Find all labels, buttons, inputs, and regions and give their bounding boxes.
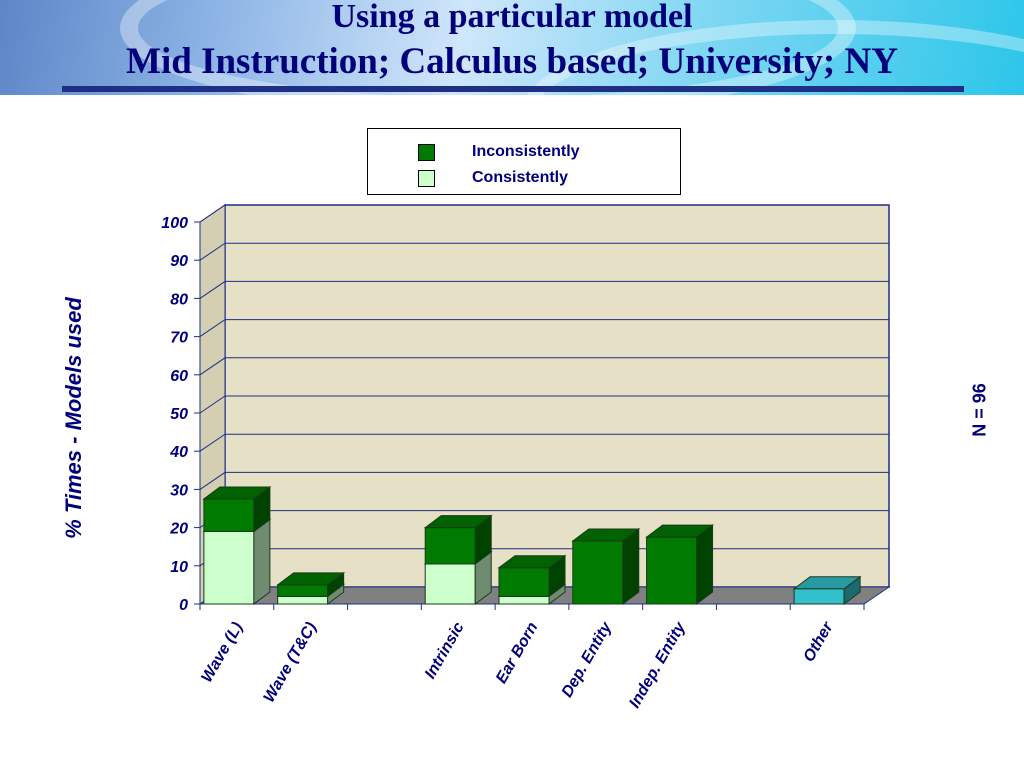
y-tick-label: 60 xyxy=(170,368,188,385)
bar-consistently-front xyxy=(277,595,329,605)
bar-other xyxy=(792,575,862,605)
bar-inconsistently-front xyxy=(203,498,255,532)
bar-inconsistently-top xyxy=(423,515,493,529)
legend-item-consistently: Consistently xyxy=(418,168,568,188)
y-tick-label: 40 xyxy=(169,444,188,461)
gridline xyxy=(199,357,889,376)
x-category-label: Wave (T&C) xyxy=(261,620,320,706)
bar-other-top xyxy=(792,576,862,590)
x-category-label: Intrinsic xyxy=(422,619,468,681)
x-category-label: Dep. Entity xyxy=(559,619,616,701)
y-tick-label: 10 xyxy=(170,559,188,576)
legend-swatch-consistently xyxy=(418,169,435,187)
y-tick-label: 30 xyxy=(170,482,188,499)
legend-label-inconsistently: Inconsistently xyxy=(472,143,580,160)
legend-label-consistently: Consistently xyxy=(472,169,569,186)
y-tick-label: 70 xyxy=(170,330,188,347)
bar-inconsistently xyxy=(423,514,493,565)
bar-inconsistently-top xyxy=(497,555,567,569)
slide-title-line1: Using a particular model xyxy=(331,0,693,35)
bar-inconsistently-side xyxy=(696,524,714,605)
bar-consistently-front xyxy=(498,595,550,605)
gridline xyxy=(199,204,889,223)
bar-inconsistently-front xyxy=(277,584,329,597)
title-underline xyxy=(62,86,964,92)
bar-inconsistently-side xyxy=(622,527,640,605)
gridline xyxy=(199,433,889,452)
x-category-label: Indep. Entity xyxy=(626,619,689,712)
legend-item-inconsistently: Inconsistently xyxy=(418,142,580,162)
bar-other-front xyxy=(793,588,845,605)
bar-consistently xyxy=(202,518,272,605)
bar-inconsistently-front xyxy=(572,540,624,605)
bar-consistently-front xyxy=(203,530,255,605)
slide-title-line2: Mid Instruction; Calculus based; Univers… xyxy=(126,41,898,82)
y-tick-label: 100 xyxy=(161,215,188,232)
bar-inconsistently xyxy=(276,571,346,598)
bar-inconsistently-front xyxy=(498,567,550,597)
bar-consistently-side xyxy=(253,518,271,605)
bar-inconsistently xyxy=(645,524,715,605)
bar-inconsistently-top xyxy=(202,486,272,500)
y-tick-label: 50 xyxy=(170,406,188,423)
bar-inconsistently-front xyxy=(646,536,698,605)
y-tick-label: 0 xyxy=(179,597,188,614)
y-tick-label: 20 xyxy=(169,521,188,538)
x-category-label: Other xyxy=(801,619,837,665)
gridline xyxy=(199,280,889,299)
x-category-label: Ear Born xyxy=(493,619,542,686)
y-tick-label: 90 xyxy=(170,253,188,270)
x-category-label: Wave (L) xyxy=(198,620,246,686)
legend-swatch-inconsistently xyxy=(418,143,435,161)
bar-consistently-front xyxy=(424,563,476,605)
title-banner xyxy=(0,0,1024,95)
y-tick-label: 80 xyxy=(170,291,188,308)
chart-legend: Inconsistently Consistently xyxy=(367,128,681,195)
bar-inconsistently xyxy=(497,554,567,598)
gridline xyxy=(199,242,889,261)
bar-inconsistently-top xyxy=(645,524,715,538)
bar-inconsistently xyxy=(571,527,641,605)
gridline xyxy=(199,319,889,338)
bar-inconsistently-front xyxy=(424,527,476,565)
bar-inconsistently-top xyxy=(276,572,346,586)
bar-inconsistently-top xyxy=(571,528,641,542)
bar-inconsistently xyxy=(202,485,272,533)
gridline xyxy=(199,395,889,414)
gridline xyxy=(199,471,889,490)
